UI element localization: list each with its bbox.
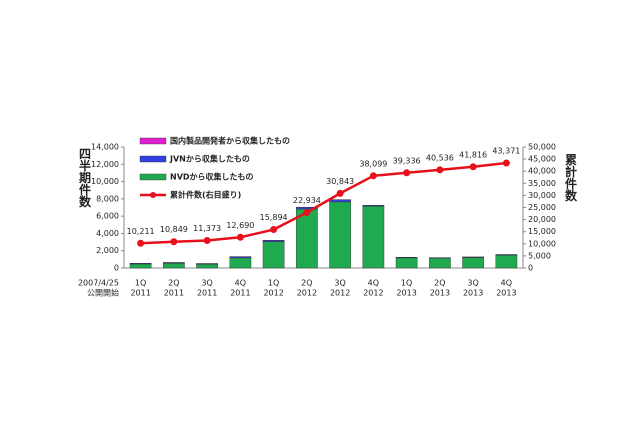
bar-segment — [262, 241, 285, 269]
x-tick-label: 2011 — [164, 289, 184, 298]
x-tick-label: 3Q — [201, 279, 212, 288]
x-start-note: 2007/4/25 — [78, 279, 119, 288]
cumulative-line — [140, 161, 507, 245]
bar-segment — [329, 201, 351, 269]
data-label: 15,894 — [260, 213, 288, 222]
line-point — [403, 169, 411, 177]
y2-tick-label: 35,000 — [528, 179, 556, 188]
line-point — [203, 236, 211, 244]
x-tick-label: 2013 — [430, 289, 450, 298]
x-tick-label: 4Q — [235, 279, 246, 288]
y-tick-label: 14,000 — [91, 143, 119, 152]
data-label: 43,371 — [492, 147, 520, 156]
data-label: 30,843 — [326, 177, 354, 186]
line-point — [436, 166, 444, 174]
y-tick-label: 8,000 — [96, 194, 119, 203]
line-point — [469, 163, 477, 171]
line-point — [303, 208, 311, 216]
x-tick-label: 1Q — [135, 279, 146, 288]
x-tick-label: 2011 — [130, 289, 150, 298]
line-point — [369, 172, 377, 180]
y-tick-label: 2,000 — [96, 246, 119, 255]
data-label: 10,849 — [160, 225, 188, 234]
x-tick-label: 2012 — [363, 289, 383, 298]
bar-segment — [163, 263, 185, 269]
legend-label: JVNから収集したもの — [169, 154, 250, 164]
y2-tick-label: 0 — [528, 264, 533, 273]
legend-marker — [150, 192, 156, 198]
data-label: 38,099 — [359, 159, 387, 168]
line-point — [270, 226, 278, 234]
line-point — [170, 238, 178, 246]
x-tick-label: 3Q — [467, 279, 478, 288]
legend-label: NVDから収集したもの — [170, 172, 254, 182]
y2-tick-label: 50,000 — [528, 143, 556, 152]
y-tick-label: 6,000 — [96, 212, 119, 221]
x-tick-label: 1Q — [401, 279, 412, 288]
x-tick-label: 2011 — [230, 289, 250, 298]
legend-swatch — [139, 137, 167, 145]
y-tick-label: 0 — [114, 264, 119, 273]
x-tick-label: 2012 — [330, 289, 350, 298]
data-label: 40,536 — [426, 153, 454, 162]
legend-label: 累計件数(右目盛り) — [170, 190, 241, 200]
y2-tick-label: 15,000 — [528, 227, 556, 236]
y2-tick-label: 45,000 — [528, 155, 556, 164]
data-label: 10,211 — [127, 227, 155, 236]
bar-segment — [395, 257, 418, 269]
bar-segment — [129, 263, 152, 269]
data-label: 22,934 — [293, 196, 321, 205]
data-label: 11,373 — [193, 224, 221, 233]
data-label: 12,690 — [226, 221, 254, 230]
x-tick-label: 4Q — [501, 279, 512, 288]
data-label: 39,336 — [393, 156, 421, 165]
x-tick-label: 4Q — [368, 279, 379, 288]
y2-tick-label: 25,000 — [528, 203, 556, 212]
bar-segment — [495, 255, 518, 269]
bar-segment — [296, 208, 318, 269]
x-tick-label: 3Q — [334, 279, 345, 288]
bar-segment — [196, 264, 218, 269]
x-tick-label: 2013 — [396, 289, 416, 298]
x-tick-label: 2013 — [463, 289, 483, 298]
x-tick-label: 1Q — [268, 279, 279, 288]
y-tick-label: 4,000 — [96, 229, 119, 238]
bar-segment — [229, 257, 252, 269]
x-start-note: 公開開始 — [87, 288, 119, 298]
bar-segment — [362, 206, 385, 269]
line-point — [336, 189, 344, 197]
line-point — [236, 233, 244, 241]
x-tick-label: 2Q — [434, 279, 445, 288]
legend-swatch — [139, 173, 167, 181]
y2-tick-label: 40,000 — [528, 167, 556, 176]
y2-axis-title: 累計件数 — [564, 153, 578, 202]
line-point — [502, 159, 510, 167]
bar-segment — [462, 257, 484, 269]
bar-segment — [429, 258, 451, 269]
y-tick-label: 12,000 — [91, 160, 119, 169]
legend-swatch — [139, 155, 167, 163]
x-tick-label: 2Q — [168, 279, 179, 288]
y-tick-label: 10,000 — [91, 177, 119, 186]
y2-tick-label: 5,000 — [528, 251, 551, 260]
x-tick-label: 2011 — [197, 289, 217, 298]
legend-label: 国内製品開発者から収集したもの — [170, 136, 290, 146]
y-axis-title: 四半期件数 — [78, 147, 92, 208]
bar-segment — [329, 199, 351, 203]
y2-tick-label: 20,000 — [528, 215, 556, 224]
line-point — [137, 239, 145, 247]
y2-tick-label: 10,000 — [528, 239, 556, 248]
y2-tick-label: 30,000 — [528, 191, 556, 200]
x-tick-label: 2013 — [496, 289, 516, 298]
data-label: 41,816 — [459, 150, 487, 159]
x-tick-label: 2012 — [263, 289, 283, 298]
x-tick-label: 2012 — [297, 289, 317, 298]
x-tick-label: 2Q — [301, 279, 312, 288]
